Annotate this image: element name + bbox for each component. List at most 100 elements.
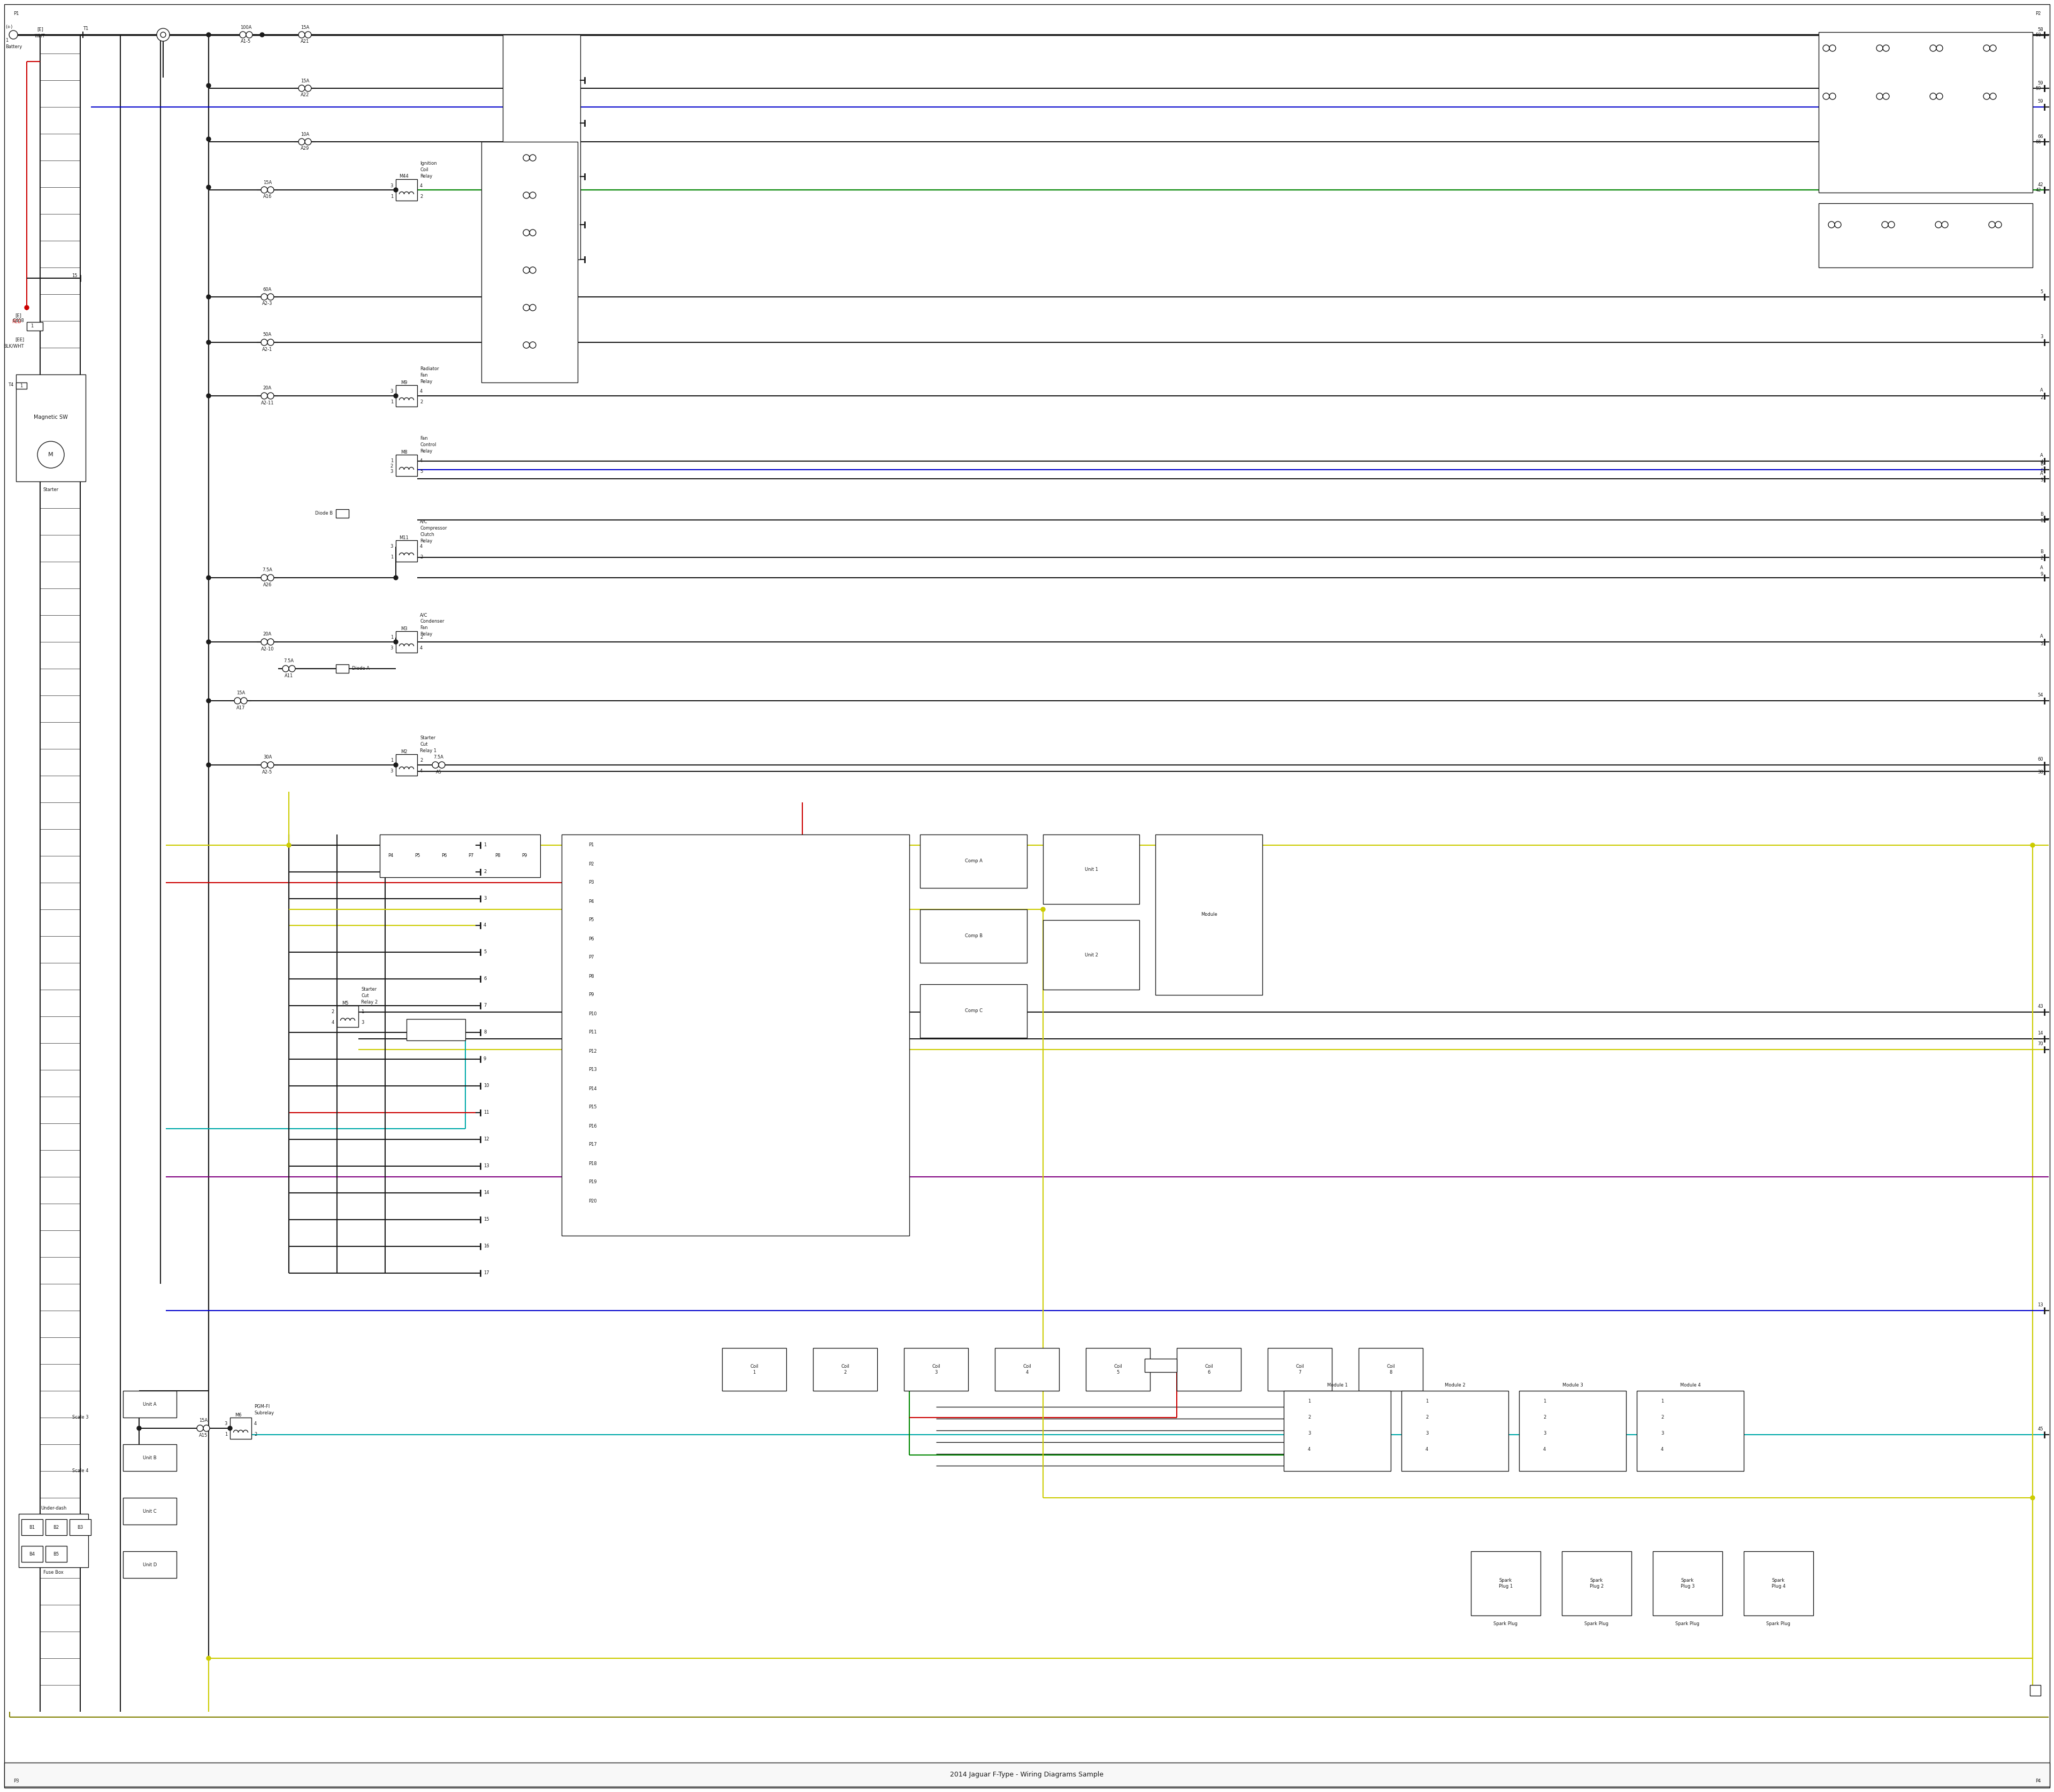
- Text: Battery: Battery: [6, 45, 23, 48]
- Text: 20A: 20A: [263, 633, 271, 636]
- Text: Spark
Plug 4: Spark Plug 4: [1771, 1579, 1785, 1588]
- Text: Unit B: Unit B: [144, 1455, 156, 1460]
- Text: 1: 1: [362, 1009, 364, 1014]
- Bar: [396, 179, 417, 201]
- Text: Coil
8: Coil 8: [1386, 1364, 1395, 1374]
- Text: 15A: 15A: [199, 1417, 207, 1423]
- Circle shape: [246, 32, 253, 38]
- Circle shape: [1877, 45, 1884, 52]
- Text: A21: A21: [300, 39, 310, 45]
- Text: P1: P1: [587, 842, 594, 848]
- Circle shape: [290, 665, 296, 672]
- Circle shape: [394, 640, 398, 643]
- Circle shape: [261, 32, 265, 38]
- Text: [EE]: [EE]: [14, 337, 25, 342]
- Bar: [1401, 1391, 1508, 1471]
- Text: 1: 1: [390, 758, 392, 763]
- Text: C408: C408: [12, 319, 25, 323]
- Text: Coil
4: Coil 4: [1023, 1364, 1031, 1374]
- Text: Coil
5: Coil 5: [1113, 1364, 1121, 1374]
- Bar: [1154, 835, 1263, 995]
- Text: Comp B: Comp B: [965, 934, 982, 939]
- Circle shape: [1935, 222, 1941, 228]
- Text: 7.5A: 7.5A: [263, 568, 273, 573]
- Text: P10: P10: [587, 1011, 598, 1016]
- Bar: [723, 1348, 787, 1391]
- Text: Relay: Relay: [419, 538, 431, 543]
- Text: Starter: Starter: [419, 737, 435, 740]
- Circle shape: [261, 339, 267, 346]
- Text: P6: P6: [587, 937, 594, 941]
- Text: 8: 8: [2040, 518, 2044, 523]
- Bar: [1267, 1348, 1331, 1391]
- Text: 54: 54: [2038, 694, 2044, 697]
- Text: Coil: Coil: [419, 167, 429, 172]
- Text: 2: 2: [419, 194, 423, 199]
- Circle shape: [1041, 907, 1045, 912]
- Bar: [920, 984, 1027, 1038]
- Text: B: B: [2040, 550, 2044, 554]
- Text: Comp C: Comp C: [965, 1009, 982, 1014]
- Circle shape: [240, 32, 246, 38]
- Bar: [123, 1498, 177, 1525]
- Text: 7: 7: [483, 1004, 487, 1009]
- Circle shape: [1994, 222, 2001, 228]
- Text: A/C: A/C: [419, 613, 427, 618]
- Text: Spark
Plug 3: Spark Plug 3: [1680, 1579, 1695, 1588]
- Text: 1: 1: [483, 842, 487, 848]
- Text: 3: 3: [362, 1020, 364, 1025]
- Text: 4: 4: [419, 459, 423, 464]
- Text: Control: Control: [419, 443, 435, 448]
- Circle shape: [207, 575, 212, 581]
- Circle shape: [261, 186, 267, 194]
- Bar: [123, 1552, 177, 1579]
- Text: 3: 3: [390, 769, 392, 774]
- Text: A2-3: A2-3: [263, 301, 273, 306]
- Circle shape: [1830, 93, 1836, 100]
- Text: 50A: 50A: [263, 333, 271, 337]
- Bar: [1653, 1552, 1723, 1615]
- Text: 4: 4: [419, 183, 423, 188]
- Text: P16: P16: [587, 1124, 598, 1129]
- Text: 9: 9: [2040, 572, 2044, 577]
- Text: A15: A15: [199, 1434, 207, 1437]
- Text: 2: 2: [419, 556, 423, 559]
- Text: 1: 1: [21, 383, 23, 389]
- Bar: [45, 1546, 68, 1563]
- Text: 2: 2: [2040, 396, 2044, 400]
- Circle shape: [304, 138, 312, 145]
- Text: 14: 14: [2038, 1030, 2044, 1036]
- Text: P2: P2: [587, 862, 594, 866]
- Circle shape: [530, 229, 536, 237]
- Circle shape: [524, 267, 530, 274]
- Text: 1: 1: [390, 459, 392, 464]
- Text: 3: 3: [483, 896, 487, 901]
- Text: P1: P1: [12, 11, 18, 16]
- Text: P8: P8: [495, 853, 501, 858]
- Text: 66: 66: [2038, 134, 2044, 138]
- Text: Subrelay: Subrelay: [255, 1410, 273, 1416]
- Circle shape: [394, 394, 398, 398]
- Text: P12: P12: [587, 1048, 598, 1054]
- Circle shape: [197, 1425, 203, 1432]
- Text: 12: 12: [483, 1136, 489, 1142]
- Circle shape: [207, 394, 212, 398]
- Bar: [1177, 1348, 1241, 1391]
- Text: Module 2: Module 2: [1444, 1383, 1465, 1387]
- Text: 59: 59: [2038, 99, 2044, 104]
- Circle shape: [1931, 93, 1937, 100]
- Text: P4: P4: [388, 853, 392, 858]
- Circle shape: [1888, 222, 1894, 228]
- Bar: [396, 539, 417, 561]
- Text: 4: 4: [1543, 1448, 1547, 1452]
- Text: 3: 3: [1662, 1432, 1664, 1435]
- Text: 4: 4: [255, 1421, 257, 1426]
- Bar: [1043, 919, 1140, 989]
- Text: 8: 8: [483, 1030, 487, 1034]
- Text: WHT: WHT: [35, 34, 45, 38]
- Text: 1: 1: [1662, 1400, 1664, 1403]
- Text: P6: P6: [442, 853, 448, 858]
- Text: 5: 5: [2040, 289, 2044, 294]
- Bar: [561, 835, 910, 1236]
- Text: 3: 3: [390, 389, 392, 394]
